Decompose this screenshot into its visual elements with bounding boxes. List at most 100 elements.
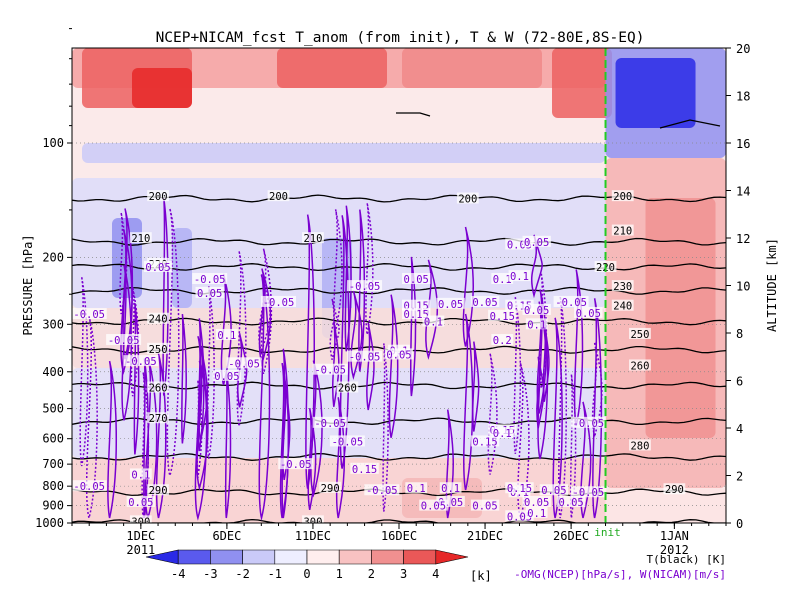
altitude-tick-label: 10 (736, 280, 750, 294)
contour-label-bg (508, 270, 531, 282)
contour-label: 240 (149, 314, 168, 326)
contour-label: 210 (613, 226, 632, 238)
contour-label-bg (72, 480, 107, 492)
pressure-axis-label: PRESSURE [hPa] (21, 234, 35, 335)
contour-label: 250 (630, 329, 649, 341)
colorbar-tick-label: -2 (235, 567, 249, 581)
vertical-motion-contour (107, 360, 117, 519)
vertical-motion-contour (119, 212, 128, 315)
vertical-motion-contour (194, 335, 208, 521)
vertical-motion-contour (305, 214, 316, 489)
heatmap-cell (132, 68, 192, 108)
contour-label-bg (525, 318, 548, 330)
vertical-motion-contour (580, 401, 592, 519)
contour-label-bg (402, 308, 431, 320)
contour-label: 0.15 (472, 436, 497, 448)
colorbar-tick-label: -1 (268, 567, 282, 581)
vertical-motion-contour (166, 208, 180, 479)
contour-label-bg (470, 435, 500, 447)
contour-label-bg (226, 357, 262, 369)
vertical-motion-contour (557, 296, 567, 519)
pressure-tick-label: 1000 (35, 516, 64, 530)
pressure-tick-label: 300 (42, 317, 64, 331)
contour-label: -0.05 (314, 418, 346, 430)
contour-label: 0.05 (524, 497, 549, 509)
contour-label-bg (347, 350, 383, 362)
contour-label: 0.05 (128, 497, 153, 509)
contour-label-bg (312, 363, 348, 375)
contour-label: -0.05 (366, 485, 398, 497)
date-tick-label: 1DEC (126, 529, 155, 543)
colorbar-segment (177, 549, 211, 565)
vertical-motion-contour (130, 286, 140, 397)
contour-label: 0.05 (472, 297, 497, 309)
vertical-motion-contour (513, 297, 522, 454)
contour-label: 210 (131, 233, 150, 245)
contour-label-bg (215, 328, 238, 340)
contour-label: 0.05 (558, 497, 583, 509)
contour-label-bg (336, 381, 359, 393)
temperature-contour-270 (72, 417, 726, 426)
colorbar-segment (435, 549, 469, 565)
colorbar-segment (403, 549, 437, 565)
vertical-motion-contour (591, 342, 603, 438)
temperature-contour-300 (72, 518, 726, 523)
contour-label-bg (470, 499, 500, 511)
contour-label: 0.1 (527, 319, 546, 331)
contour-label-bg (663, 483, 686, 495)
contour-label-bg (347, 280, 383, 292)
year-label: 2012 (660, 543, 689, 557)
colorbar-tick-label: 2 (368, 567, 375, 581)
altitude-tick-label: 8 (736, 327, 743, 341)
contour-label-bg (505, 510, 534, 522)
vertical-motion-contour (236, 251, 247, 427)
contour-label: 300 (131, 516, 150, 528)
pressure-gridlines (72, 142, 726, 506)
contour-label-bg (470, 295, 500, 307)
contour-label-bg (329, 435, 365, 447)
vertical-motion-contour (530, 234, 543, 299)
contour-label: 0.05 (214, 371, 239, 383)
contour-label-bg (312, 416, 348, 428)
contour-label: -0.05 (573, 487, 605, 499)
pressure-tick-label: 800 (42, 479, 64, 493)
vertical-motion-contour (382, 343, 389, 512)
pressure-tick-label: 200 (42, 250, 64, 264)
vertical-motion-contour (279, 362, 290, 519)
vertical-motion-contour (388, 294, 399, 438)
contour-label-bg (129, 468, 152, 480)
contour-label: 0.2 (493, 335, 512, 347)
contour-label: 290 (321, 483, 340, 495)
vertical-motion-contour (220, 273, 232, 386)
contour-label-bg (147, 342, 169, 354)
contour-label-bg (422, 315, 445, 327)
vertical-motion-contour (260, 248, 273, 374)
temperature-contour-260 (72, 381, 726, 390)
contour-label: 280 (630, 440, 649, 452)
date-axis: 1DEC 6DEC 11DEC 16DEC 21DEC 26DEC 1JAN 2011 2012 (71, 523, 727, 557)
altitude-tick-label: 4 (736, 422, 743, 436)
colorbar-unit: [k] (470, 569, 492, 583)
altitude-axis: 0 2 4 6 8 10 12 14 16 18 20 (726, 42, 750, 531)
temperature-contour-240 (72, 317, 726, 326)
contour-label-bg (126, 495, 156, 507)
colorbar-segment (338, 549, 372, 565)
colorbar-segment (371, 549, 404, 565)
vertical-motion-contours (79, 198, 603, 521)
temperature-contour-feature (396, 112, 431, 117)
contour-label: 0.1 (527, 508, 546, 520)
heatmap-cell (552, 48, 612, 118)
contour-label: 0.1 (407, 483, 426, 495)
contour-label: 260 (149, 383, 168, 395)
contour-label: 0.1 (131, 469, 150, 481)
contour-label: 0.05 (576, 308, 601, 320)
contour-label-bg (522, 495, 551, 507)
pressure-tick-label: 100 (42, 136, 64, 150)
vertical-motion-contour (344, 205, 352, 352)
vertical-motion-contour (79, 277, 89, 467)
vertical-motion-contour (307, 408, 317, 511)
contour-label: -0.05 (555, 297, 587, 309)
contour-label-bg (129, 232, 152, 244)
vertical-motion-contour (224, 369, 232, 519)
